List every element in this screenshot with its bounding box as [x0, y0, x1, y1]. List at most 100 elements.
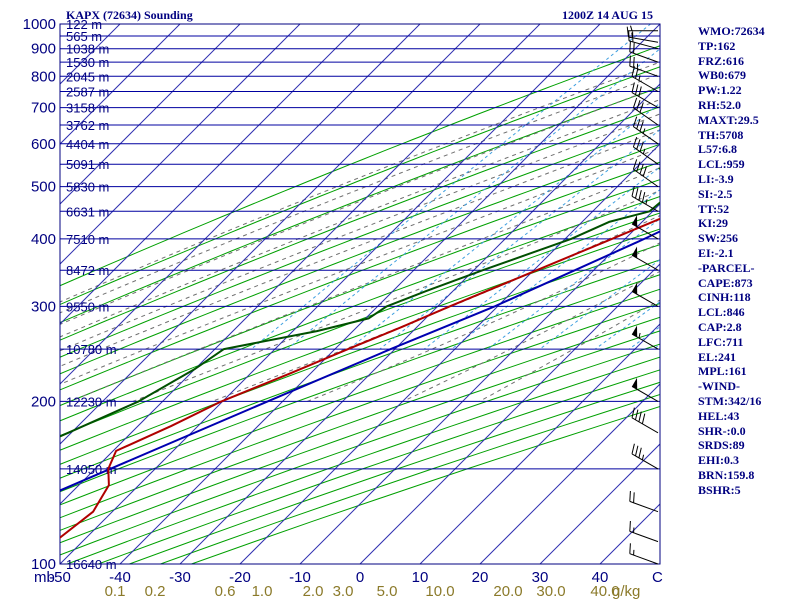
wind-barb-staff — [631, 385, 659, 402]
mixing-ratio-tick-label: 2.0 — [303, 583, 324, 600]
plot-frame — [59, 23, 661, 565]
pressure-tick-label: 200 — [31, 393, 56, 410]
wind-barb-flag — [631, 66, 635, 77]
moist-adiabat — [402, 270, 660, 402]
height-label: 3762 m — [66, 118, 109, 133]
height-label: 14050 m — [66, 462, 117, 477]
isotherm — [299, 203, 660, 564]
temperature-tick-label: 10 — [412, 569, 429, 586]
wind-barb-staff — [631, 92, 659, 109]
pressure-tick-label: 600 — [31, 136, 56, 153]
isotherm — [179, 83, 660, 564]
sounding-index: L57:6.8 — [698, 142, 737, 157]
valid-time: 1200Z 14 AUG 15 — [562, 8, 653, 22]
height-label: 1530 m — [66, 55, 109, 70]
wind-barb-flag — [639, 163, 644, 175]
wind-barb — [629, 55, 659, 77]
wind-barb-staff — [628, 36, 659, 43]
sounding-index: WB0:679 — [698, 68, 746, 83]
wind-barb-staff — [629, 530, 659, 543]
height-label: 6631 m — [66, 204, 109, 219]
height-label: 5091 m — [66, 157, 109, 172]
moist-adiabat — [60, 147, 660, 385]
dewpoint-trace — [60, 167, 660, 438]
isotherm — [60, 24, 421, 385]
wind-barb-flag — [629, 41, 631, 52]
dry-adiabats — [60, 45, 660, 564]
wind-barb-staff — [631, 195, 659, 212]
sounding-index: TT:52 — [698, 201, 730, 216]
wind-barb-flag — [629, 55, 631, 67]
dry-adiabat — [60, 330, 660, 544]
wind-barb-pennant — [632, 282, 638, 295]
wind-barb-flag — [633, 492, 635, 503]
sounding-index: KI:29 — [698, 216, 728, 231]
moist-adiabat — [60, 85, 660, 325]
temperature-unit-label: C — [652, 569, 663, 586]
sounding-index: -WIND- — [698, 379, 740, 394]
wind-barb-flag — [635, 84, 639, 95]
dewpoint-line — [60, 167, 660, 438]
sounding-index: BRN:159.8 — [698, 467, 755, 482]
isotherm — [239, 143, 660, 564]
sounding-index: LFC:711 — [698, 334, 744, 349]
wind-barb-flag — [635, 187, 639, 199]
wind-barb-flag — [636, 161, 641, 172]
wind-barb-pennant — [632, 325, 638, 338]
wind-barb-staff — [628, 40, 659, 50]
wind-barb — [632, 97, 659, 126]
wind-barb-half-flag — [642, 148, 646, 155]
wind-barb-flag — [633, 42, 635, 54]
height-label: 7510 m — [66, 232, 109, 247]
wind-barb — [629, 41, 659, 63]
sounding-indices-list: WMO:72634 TP:162 FRZ:616 WB0:679 PW:1.22 RH:5… — [698, 24, 765, 498]
pressure-tick-label: 700 — [31, 100, 56, 117]
wind-barb-staff — [631, 223, 659, 240]
wind-barb — [631, 407, 659, 434]
wind-barb-staff — [629, 553, 659, 565]
mixing-ratio-tick-label: 5.0 — [377, 583, 398, 600]
dry-adiabat — [60, 143, 660, 375]
isotherm — [60, 24, 181, 145]
sounding-index: TP:162 — [698, 38, 736, 53]
sounding-index: WMO:72634 — [698, 24, 765, 38]
sounding-index: CINH:118 — [698, 290, 751, 305]
sounding-index: EI:-2.1 — [698, 245, 734, 260]
dry-adiabat — [60, 161, 660, 391]
wind-barb-flag — [633, 56, 635, 68]
wind-barb-flag — [632, 116, 638, 127]
moist-adiabat — [60, 73, 660, 314]
wind-barb-flag — [635, 409, 639, 420]
pressure-tick-label: 500 — [31, 179, 56, 196]
height-label: 9550 m — [66, 299, 109, 314]
isotherm — [539, 443, 660, 564]
dry-adiabat — [60, 259, 660, 479]
wind-barb-staff — [629, 51, 659, 63]
dry-adiabat — [60, 302, 660, 519]
mixing-ratio-tick-label: 40.0 — [590, 583, 619, 600]
dry-adiabat — [60, 66, 660, 306]
wind-barb-flag — [632, 97, 638, 108]
wind-barb — [632, 116, 659, 145]
height-label: 3158 m — [66, 101, 109, 116]
wind-barb-flag — [631, 82, 635, 93]
wind-barb-staff — [631, 333, 659, 350]
height-label: 565 m — [66, 29, 102, 44]
wind-barb-flag — [639, 121, 644, 132]
isotherm — [60, 24, 241, 205]
height-label: 2045 m — [66, 69, 109, 84]
dry-adiabat — [98, 369, 660, 564]
mixing-ratio-line — [379, 129, 660, 350]
wind-barb-pennant — [632, 246, 638, 259]
height-label: 16640 m — [66, 557, 117, 572]
isotherm — [60, 24, 481, 445]
height-label: 12230 m — [66, 394, 117, 409]
wind-barb — [629, 490, 659, 513]
moist-adiabat — [60, 61, 660, 303]
mixing-ratio-unit-label: g/kg — [612, 583, 640, 600]
wind-barb-flag — [641, 413, 646, 424]
wind-barb-flag — [626, 26, 629, 38]
pressure-tick-label: 900 — [31, 41, 56, 58]
moist-adiabat — [60, 99, 660, 338]
